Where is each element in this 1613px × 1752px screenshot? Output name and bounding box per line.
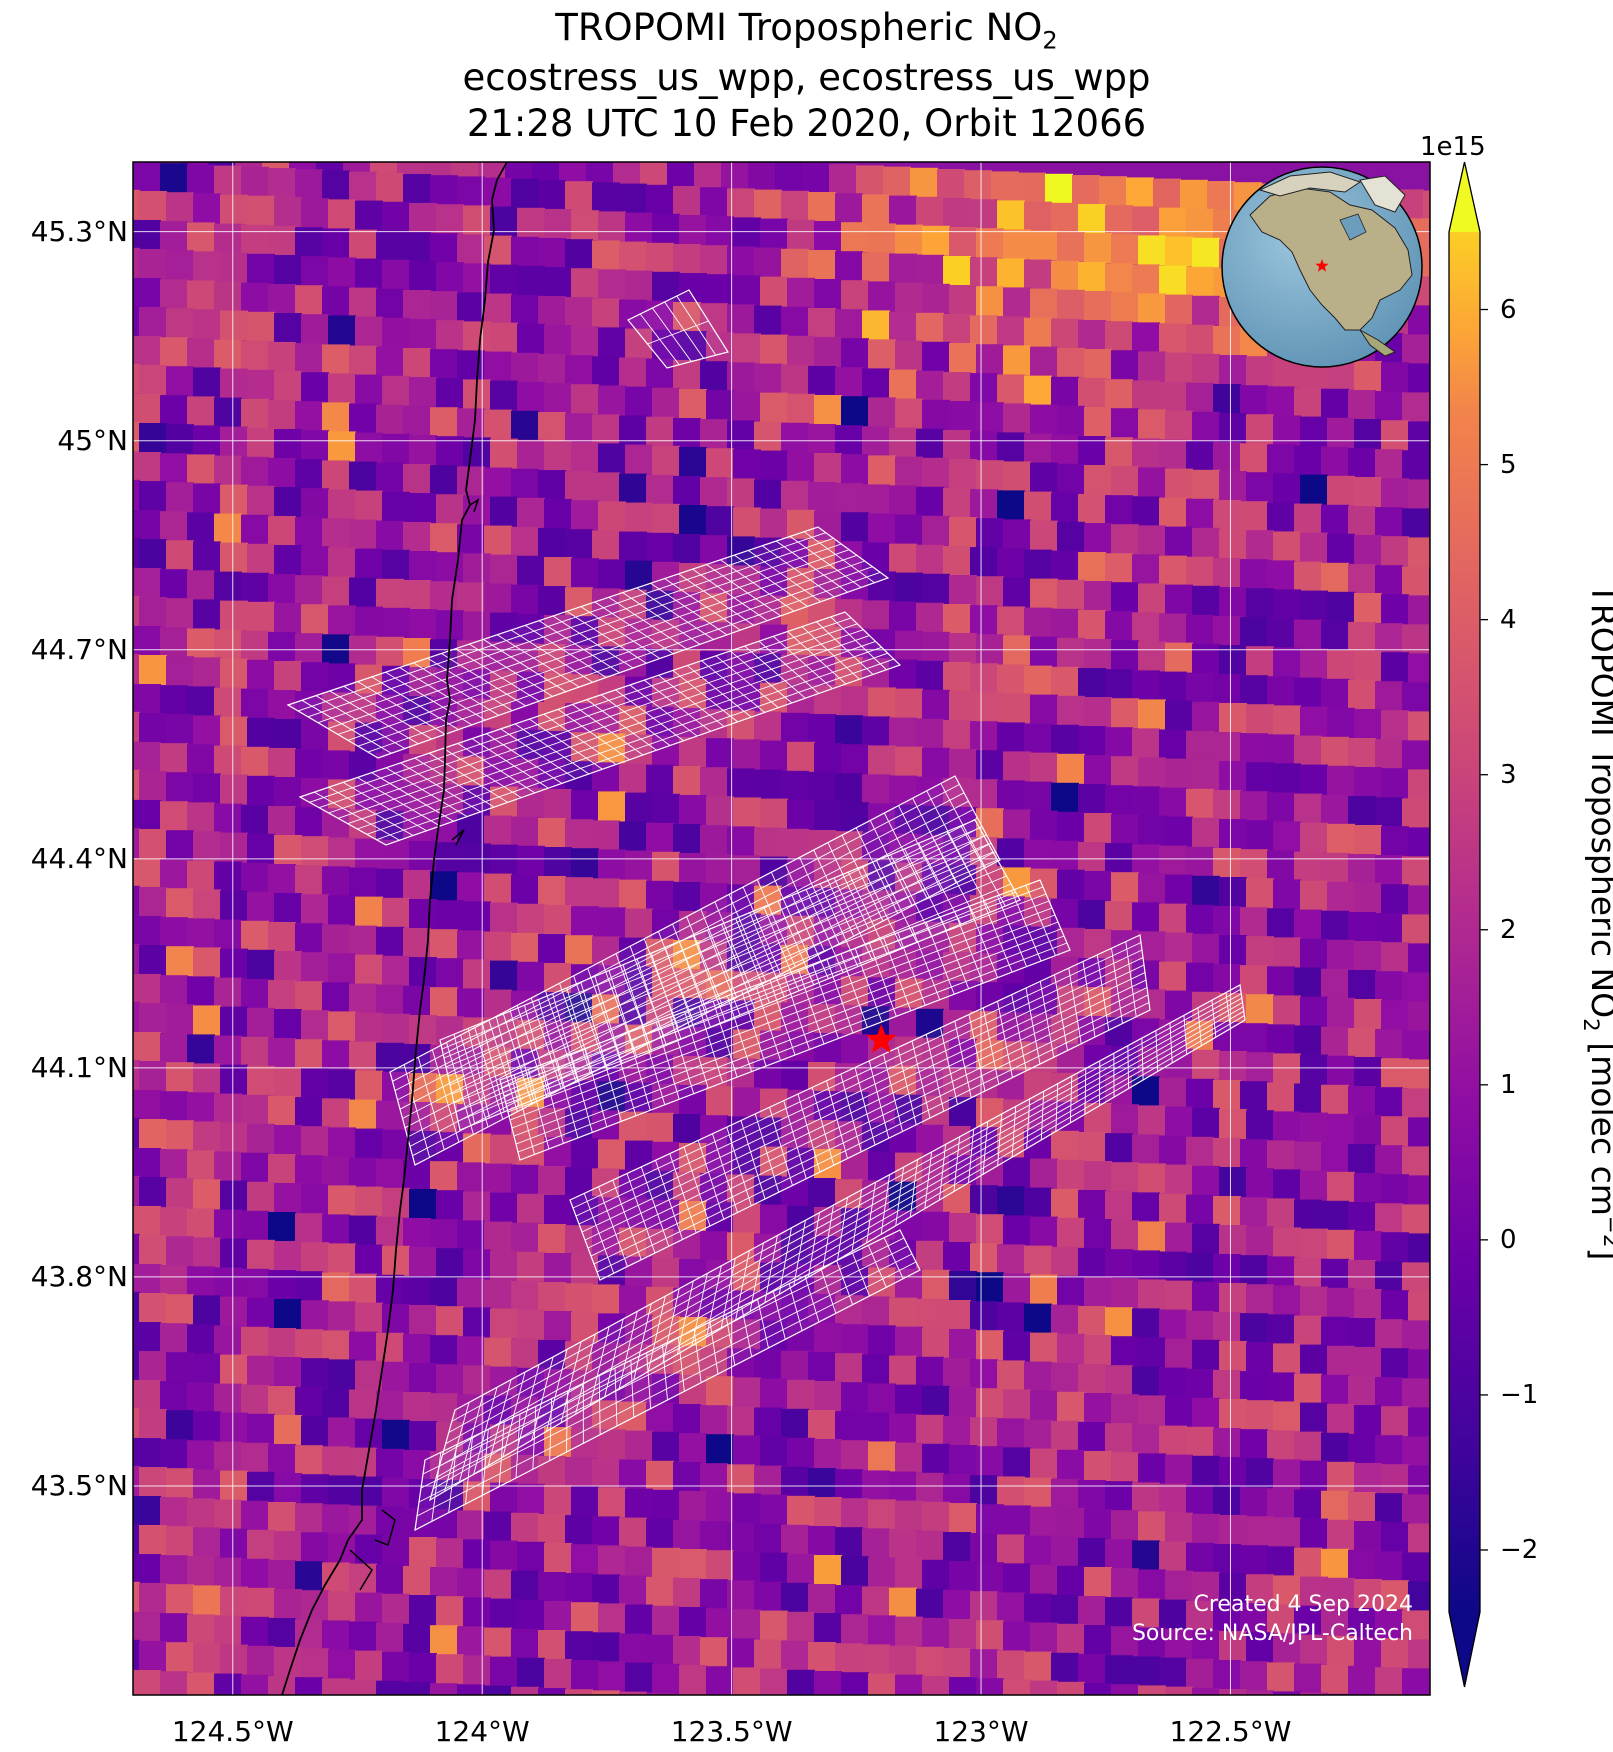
credit-source: Source: NASA/JPL-Caltech [1131,1621,1413,1646]
colorbar-tick-label: 2 [1500,914,1517,945]
target-location-star [866,1024,897,1053]
title-line-1: TROPOMI Tropospheric NO2 [555,6,1058,55]
colorbar-tick-label: 6 [1500,294,1517,325]
title-line-3: 21:28 UTC 10 Feb 2020, Orbit 12066 [466,102,1147,145]
map-area [132,161,1431,1696]
credit-created: Created 4 Sep 2024 [1193,1592,1414,1617]
colorbar-tick-label: 1 [1500,1069,1517,1100]
graticule [133,162,1430,1695]
colorbar-tick-marks [1480,308,1488,1551]
colorbar-tick-label: 5 [1500,449,1517,480]
coastline [281,162,508,1695]
colorbar-extend-min [1449,1612,1480,1687]
footprint-scene [439,819,1021,1131]
footprint-scene [499,879,1071,1161]
colorbar-outline [1448,161,1481,1688]
globe-inset [1221,166,1423,368]
no2-pixel-field [133,162,1430,1695]
longitude-label: 123°W [933,1715,1029,1748]
globe-hudson-bay [1339,213,1367,241]
colorbar [1448,161,1488,1688]
colorbar-extend-max [1449,162,1480,232]
globe-greenland [1359,175,1406,213]
footprint-scene [286,526,890,759]
globe-target-star [1315,259,1329,272]
globe-central-america [1359,329,1397,357]
latitude-label: 45°N [57,423,128,457]
latitude-label: 43.8°N [30,1259,128,1293]
coastline-detail [349,498,480,1591]
longitude-label: 123.5°W [670,1715,793,1748]
globe-arctic-land [1258,171,1362,197]
colorbar-gradient [1449,232,1480,1612]
latitude-label: 43.5°N [30,1468,128,1502]
latitude-label: 45.3°N [30,214,128,248]
latitude-label: 44.1°N [30,1050,128,1084]
longitude-label: 122.5°W [1169,1715,1292,1748]
colorbar-tick-label: 0 [1500,1224,1517,1255]
longitude-label: 124°W [434,1715,530,1748]
globe-north-america-land [1249,187,1413,331]
longitude-label: 124.5°W [171,1715,294,1748]
colorbar-tick-label: −1 [1500,1379,1539,1410]
footprint-scene [298,611,902,846]
colorbar-tick-label: −2 [1500,1534,1539,1565]
map-frame [132,161,1431,1696]
footprint-scene [627,289,729,369]
title-line-2: ecostress_us_wpp, ecostress_us_wpp [462,56,1151,99]
colorbar-title: TROPOMI Tropospheric NO2 [molec cm−2] [1578,583,1613,1261]
colorbar-tick-label: 4 [1500,604,1517,635]
latitude-label: 44.4°N [30,841,128,875]
footprint-scene [414,1229,921,1532]
colorbar-exponent: 1e15 [1420,132,1486,162]
latitude-label: 44.7°N [30,632,128,666]
footprint-scene [569,934,1151,1281]
colorbar-tick-label: 3 [1500,759,1517,790]
